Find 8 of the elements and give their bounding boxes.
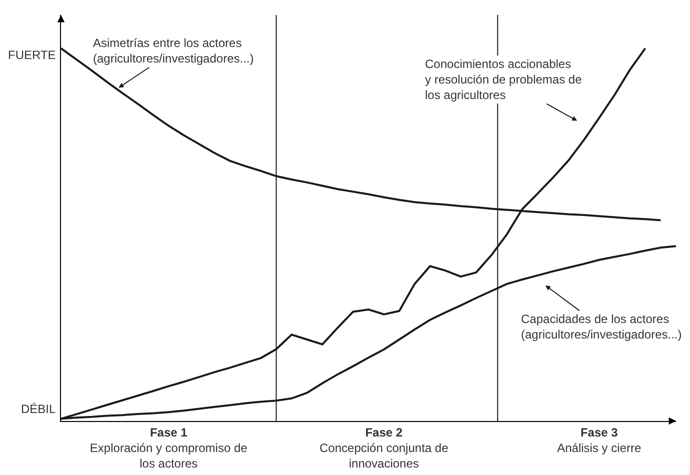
annotation: Asimetrías entre los actores (agricultores/investigadores...) <box>93 36 254 66</box>
x-tick-label: Fase 1 Exploración y compromiso de los actores <box>90 426 248 471</box>
annotation: Conocimientos accionables y resolución de problemas de los agricultores <box>425 57 582 102</box>
text: DÉBIL <box>21 402 56 416</box>
text: FUERTE <box>8 48 56 62</box>
x-tick-label: Fase 2 Concepción conjunta de innovaciones <box>319 426 449 471</box>
x-tick-label: Fase 3 Análisis y cierre <box>557 426 642 456</box>
annotation: Capacidades de los actores (agricultores/investigadores...) <box>521 312 682 342</box>
